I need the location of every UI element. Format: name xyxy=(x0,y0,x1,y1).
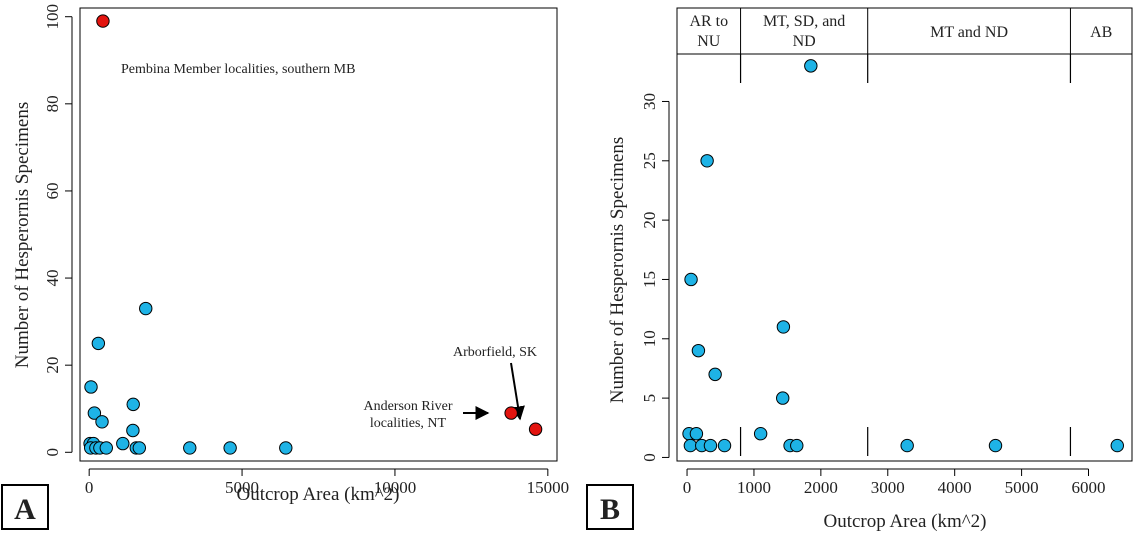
panel-a-y-axis: 0 20 40 60 80 100 xyxy=(43,4,73,457)
region-label: AR to xyxy=(689,13,728,30)
data-point xyxy=(132,441,147,455)
data-point xyxy=(683,438,698,453)
x-tick-label: 1000 xyxy=(737,478,771,497)
panel-a-label: A xyxy=(14,493,36,526)
panel-b-y-axis-title: Number of Hesperornis Specimens xyxy=(607,137,628,403)
y-tick-label: 40 xyxy=(43,270,62,287)
panel-b-x-axis: 0 1000 2000 3000 4000 5000 6000 xyxy=(683,468,1106,497)
data-point xyxy=(84,380,98,394)
data-point xyxy=(139,301,153,316)
data-point xyxy=(116,436,130,451)
panel-a-x-axis: 0 5000 10000 15000 xyxy=(85,468,570,497)
region-label: ND xyxy=(793,33,816,50)
data-point xyxy=(95,415,109,429)
panel-b-x-axis-title: Outcrop Area (km^2) xyxy=(824,511,987,532)
data-point xyxy=(753,427,768,441)
x-tick-label: 10000 xyxy=(374,478,417,497)
data-point xyxy=(1110,438,1124,453)
data-point xyxy=(708,367,722,382)
y-tick-label: 0 xyxy=(640,453,659,462)
data-point xyxy=(279,441,293,455)
region-label: AB xyxy=(1090,24,1112,41)
y-tick-label: 10 xyxy=(640,330,659,347)
x-tick-label: 3000 xyxy=(871,478,905,497)
panel-a-x-axis-title: Outcrop Area (km^2) xyxy=(237,484,400,505)
highlighted-data-point xyxy=(504,406,518,420)
data-point xyxy=(691,343,706,358)
y-tick-label: 20 xyxy=(43,357,62,374)
highlighted-data-point xyxy=(96,14,110,28)
x-tick-label: 2000 xyxy=(804,478,838,497)
y-tick-label: 15 xyxy=(640,271,659,288)
y-tick-label: 60 xyxy=(43,182,62,199)
annotation-pembina: Pembina Member localities, southern MB xyxy=(121,62,355,77)
data-point xyxy=(988,438,1003,453)
data-point xyxy=(776,320,791,334)
y-tick-label: 20 xyxy=(640,212,659,229)
data-point xyxy=(87,406,102,420)
panel-a-plot-frame xyxy=(79,7,558,462)
panel-b-region-separators xyxy=(739,8,1072,461)
data-point xyxy=(684,272,698,287)
panel-b-label: B xyxy=(600,493,620,526)
y-tick-label: 30 xyxy=(640,93,659,110)
y-tick-label: 5 xyxy=(640,394,659,403)
x-tick-label: 4000 xyxy=(938,478,972,497)
x-tick-label: 5000 xyxy=(1005,478,1039,497)
x-tick-label: 6000 xyxy=(1072,478,1106,497)
data-point xyxy=(223,441,237,455)
data-point xyxy=(91,336,106,351)
data-point xyxy=(776,391,790,405)
y-tick-label: 100 xyxy=(43,4,62,30)
data-point xyxy=(790,438,804,453)
region-label: MT, SD, and xyxy=(763,13,845,30)
region-label: MT and ND xyxy=(930,24,1008,41)
x-tick-label: 0 xyxy=(683,478,692,497)
data-point xyxy=(703,438,718,453)
y-tick-label: 80 xyxy=(43,95,62,112)
x-tick-label: 15000 xyxy=(527,478,570,497)
panel-b-region-labels: AR to NU MT, SD, and ND MT and ND AB xyxy=(689,13,1112,50)
region-label: NU xyxy=(697,33,721,50)
x-tick-label: 0 xyxy=(85,478,94,497)
x-tick-label: 5000 xyxy=(225,478,259,497)
y-tick-label: 0 xyxy=(43,448,62,457)
panel-a-y-axis-title: Number of Hesperornis Specimens xyxy=(12,102,33,368)
panel-b-plot-frame xyxy=(676,7,1133,462)
data-point xyxy=(804,59,818,73)
panel-b-label-box xyxy=(586,484,634,530)
panel-a-scatter-plot: 0 5000 10000 15000 0 20 40 60 80 100 Outcrop Are… xyxy=(1,4,570,530)
data-point xyxy=(99,441,113,455)
highlighted-data-point xyxy=(528,422,543,436)
data-point xyxy=(126,423,140,438)
data-point xyxy=(900,438,914,453)
data-point xyxy=(126,397,140,412)
annotation-arborfield: Arborfield, SK xyxy=(453,345,537,360)
annotation-anderson-river-line2: localities, NT xyxy=(370,416,447,431)
data-point xyxy=(717,438,732,453)
panel-a-points xyxy=(83,14,543,455)
data-point xyxy=(183,441,197,455)
arrow-arborfield xyxy=(510,362,525,421)
panel-b-y-axis: 0 5 10 15 20 25 30 xyxy=(640,93,670,462)
panel-a-label-box xyxy=(1,484,49,530)
data-point xyxy=(689,427,704,441)
annotation-anderson-river-line1: Anderson River xyxy=(363,399,452,414)
data-point xyxy=(700,154,714,168)
y-tick-label: 25 xyxy=(640,152,659,169)
panel-b-points xyxy=(682,59,1124,453)
